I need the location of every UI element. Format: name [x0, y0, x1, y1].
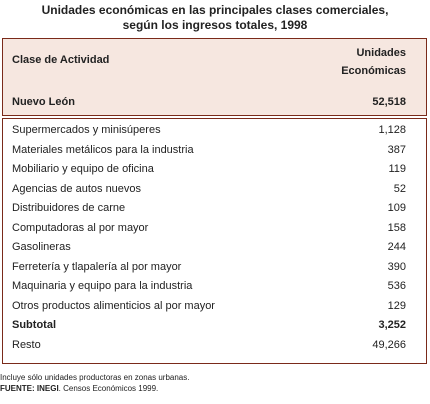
row-label: Maquinaria y equipo para la industria: [12, 280, 193, 292]
row-value: 390: [387, 260, 406, 273]
column-header: Económicas: [341, 65, 406, 77]
header-box: [2, 38, 427, 116]
row-label: Otros productos alimenticios al por mayo…: [12, 299, 215, 312]
column-header: Unidades: [356, 47, 406, 59]
total-label: Nuevo León: [12, 96, 75, 108]
row-label: Agencias de autos nuevos: [12, 182, 142, 195]
row-label: Computadoras al por mayor: [12, 221, 149, 234]
body-box: [2, 118, 427, 364]
subtotal-label: Subtotal: [12, 319, 56, 331]
row-label: Supermercados y minisúperes: [12, 124, 161, 136]
row-label: Ferretería y tlapalería al por mayor: [12, 260, 182, 273]
column-header: Clase de Actividad: [12, 54, 110, 66]
rest-value: 49,266: [372, 338, 406, 351]
row-label: Gasolineras: [12, 241, 71, 253]
row-value: 387: [387, 143, 406, 156]
row-label: Distribuidores de carne: [12, 202, 126, 214]
total-value: 52,518: [372, 96, 406, 108]
title-line: Unidades económicas en las principales c…: [41, 3, 389, 17]
row-value: 119: [388, 163, 406, 175]
row-value: 52: [393, 182, 406, 195]
title-line: según los ingresos totales, 1998: [122, 18, 308, 32]
row-label: Mobiliario y equipo de oficina: [12, 163, 154, 175]
row-value: 536: [387, 280, 406, 292]
row-value: 129: [387, 299, 406, 312]
row-value: 244: [387, 241, 406, 253]
row-value: 109: [387, 202, 406, 214]
row-value: 1,128: [378, 124, 406, 136]
source-text: . Censos Económicos 1999.: [58, 384, 159, 393]
row-value: 158: [387, 221, 406, 234]
source-label: FUENTE: INEGI: [0, 384, 59, 393]
row-label: Materiales metálicos para la industria: [12, 143, 194, 156]
subtotal-value: 3,252: [378, 319, 406, 331]
note: Incluye sólo unidades productoras en zon…: [0, 373, 190, 382]
source: FUENTE: INEGI. Censos Económicos 1999.: [0, 384, 158, 393]
rest-label: Resto: [12, 338, 41, 351]
